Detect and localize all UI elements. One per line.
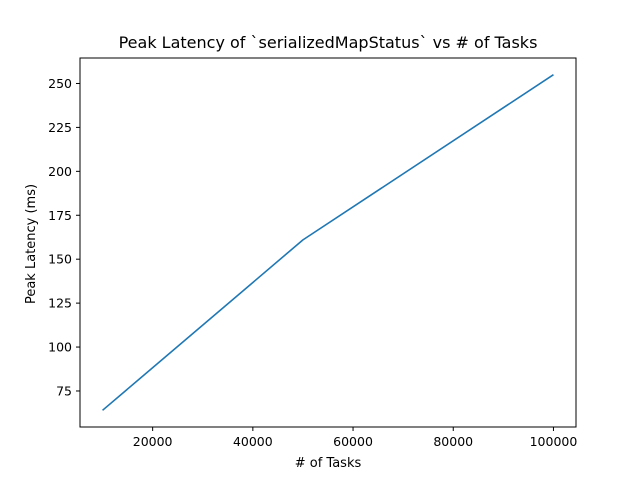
y-tick-label: 175 [48,208,72,223]
plot-area [79,57,577,428]
y-tick-label: 100 [48,340,72,355]
y-tick-label: 250 [48,76,72,91]
y-axis-label: Peak Latency (ms) [24,184,39,304]
series-line [102,74,554,411]
y-tick-label: 75 [56,383,72,398]
y-axis: 75 100 125 150 175 200 225 250 [48,76,80,398]
x-tick-label: 20000 [133,434,173,449]
x-axis: 20000 40000 60000 80000 100000 [133,427,578,449]
x-tick-label: 100000 [530,434,578,449]
y-tick-label: 200 [48,164,72,179]
series-layer [102,74,554,411]
chart-title: Peak Latency of `serializedMapStatus` vs… [119,33,538,52]
x-tick-label: 40000 [233,434,273,449]
x-axis-label: # of Tasks [295,456,362,471]
y-tick-label: 150 [48,252,72,267]
x-tick-label: 60000 [333,434,373,449]
y-tick-label: 225 [48,120,72,135]
y-tick-label: 125 [48,296,72,311]
x-tick-label: 80000 [433,434,473,449]
plot-frame [79,57,577,428]
